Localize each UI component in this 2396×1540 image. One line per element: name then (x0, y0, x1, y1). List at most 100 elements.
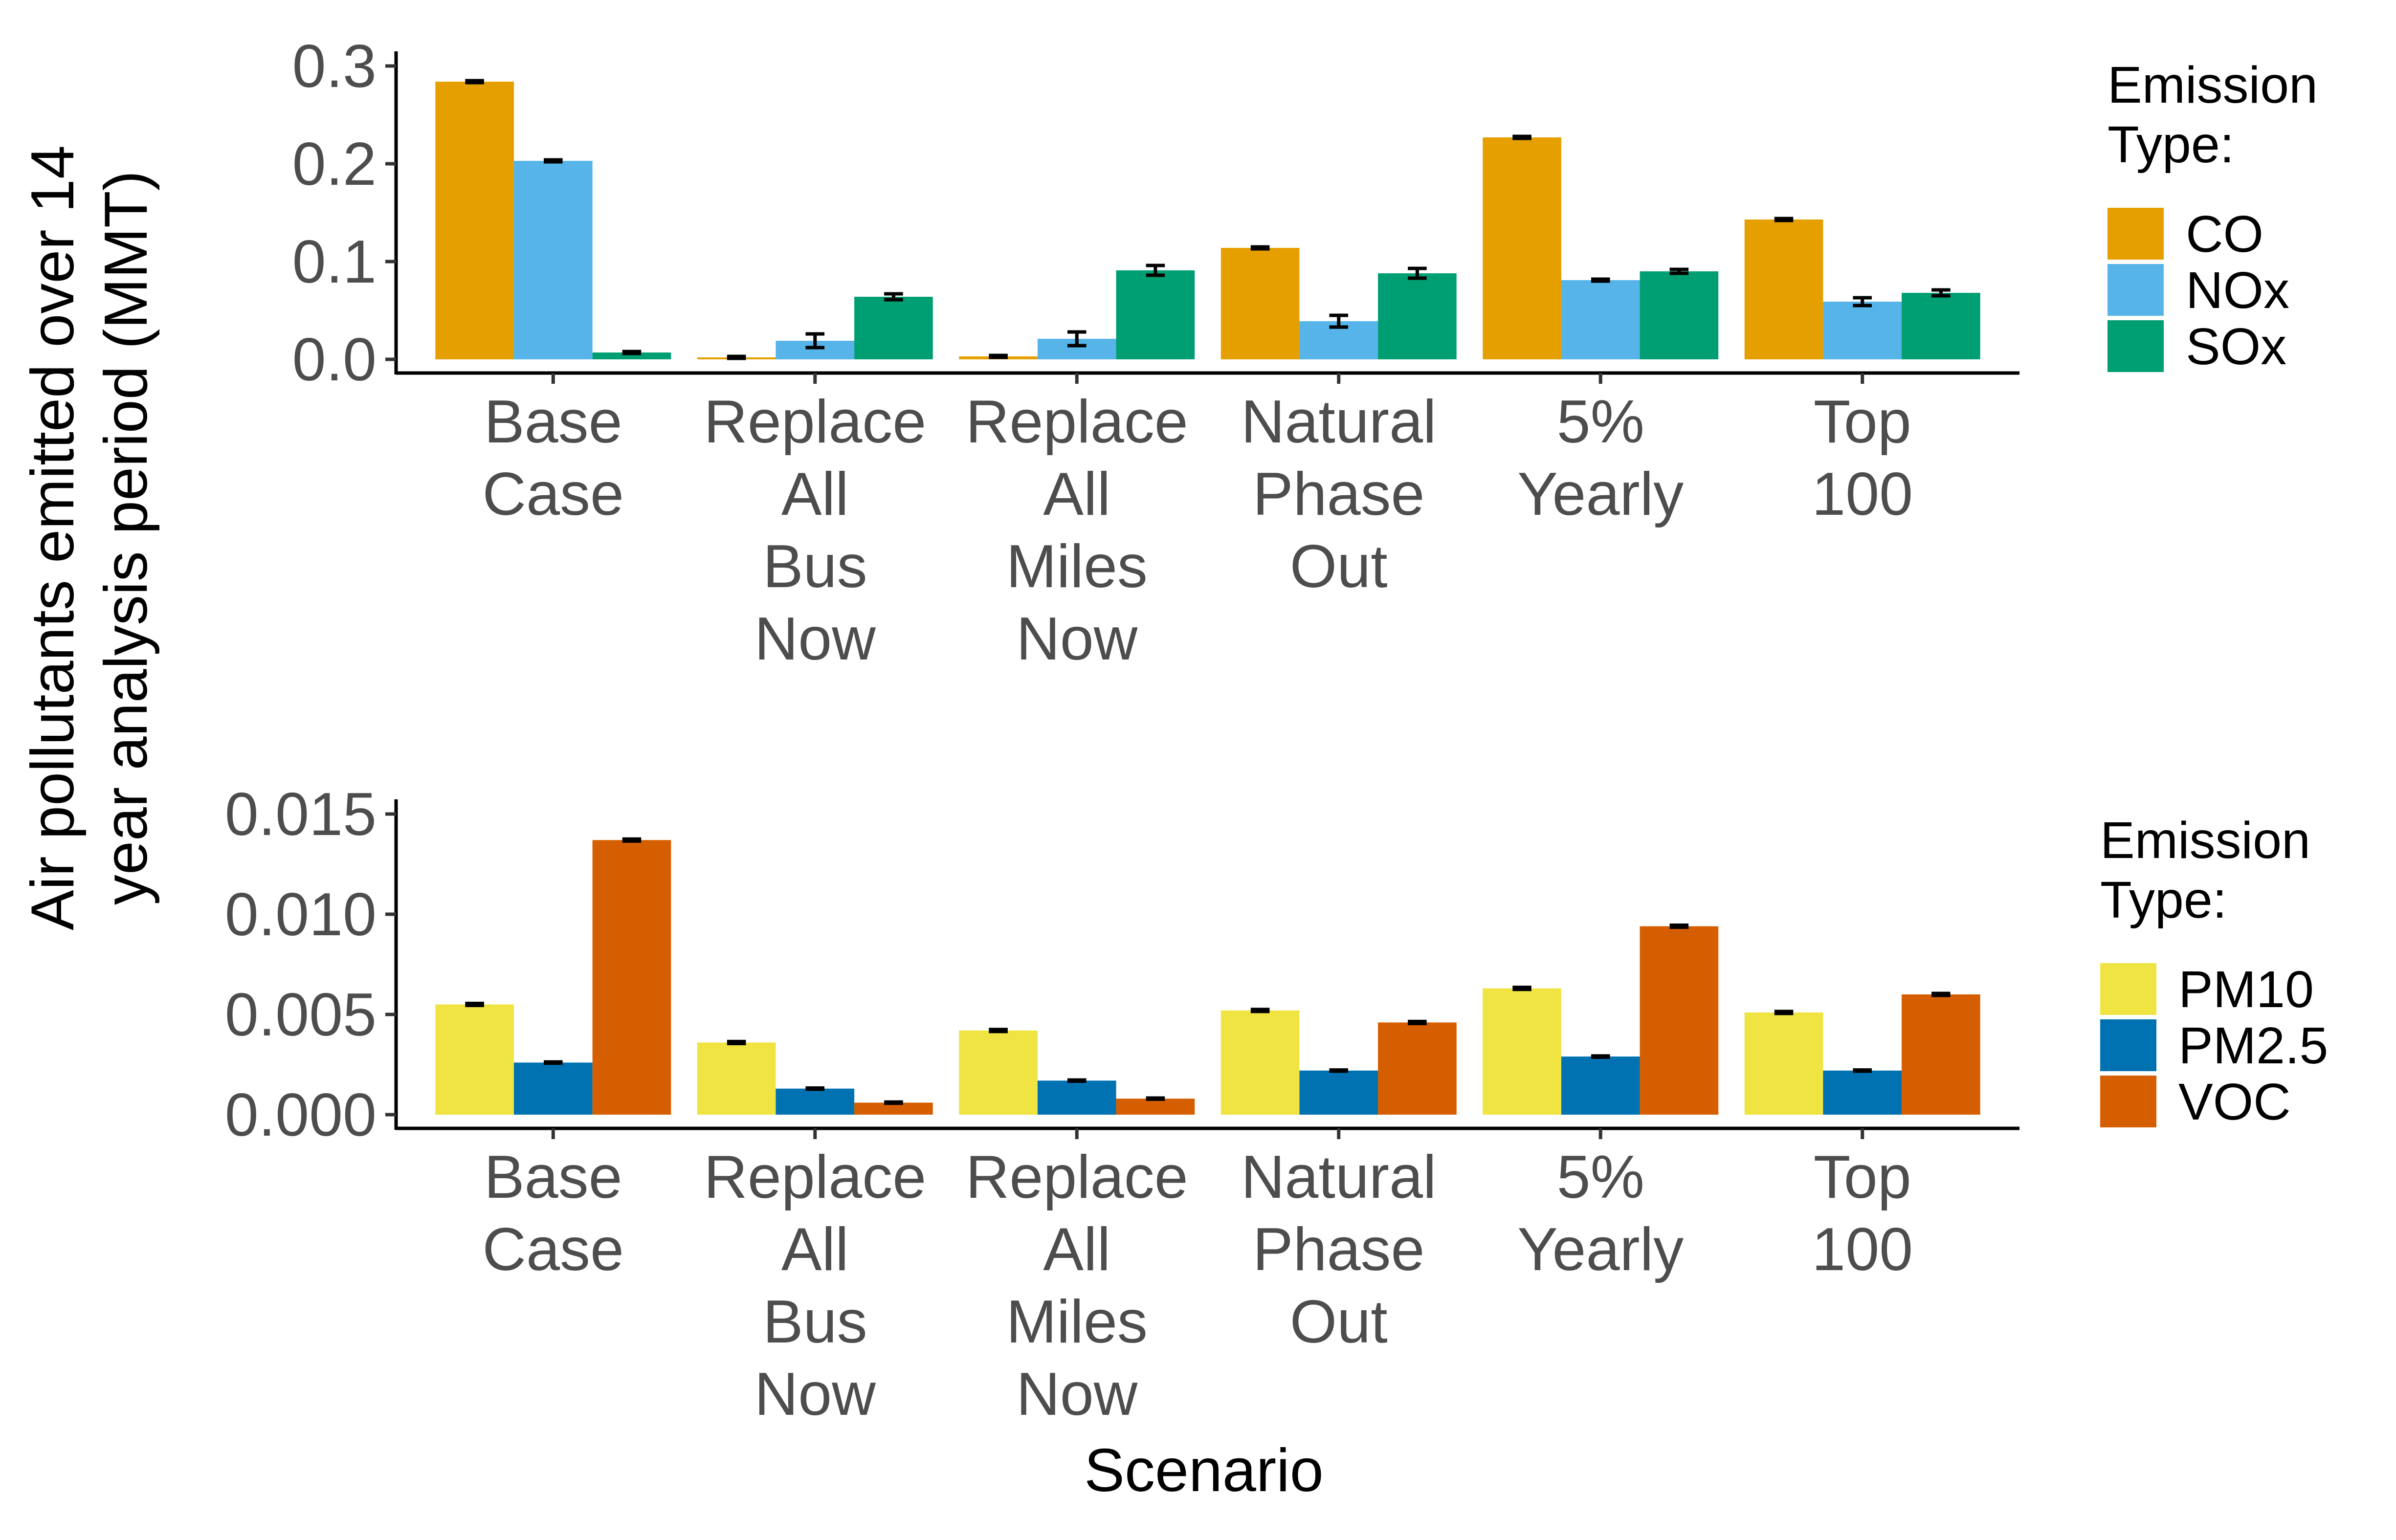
bar-nox-top-100 (1823, 302, 1902, 359)
error-bar-sox-natural-phase-out (1408, 266, 1427, 280)
legend-title: Emission (2100, 812, 2310, 869)
legend-swatch-pm10 (2100, 963, 2156, 1015)
error-bar-co-5-yearly (1512, 134, 1531, 140)
bar-sox-top-100 (1902, 293, 1980, 359)
error-bar-pm2-5-natural-phase-out (1329, 1068, 1349, 1073)
legend-swatch-nox (2108, 264, 2164, 316)
legend-swatch-co (2108, 208, 2164, 260)
error-bar-pm2-5-base-case (544, 1060, 563, 1065)
y-tick-label: 0.010 (225, 881, 377, 948)
error-bar-nox-replace-all-miles-now (1067, 330, 1087, 348)
x-tick-label-replace-all-miles-now: Replace All Miles Now (966, 1144, 1188, 1428)
error-bar-co-top-100 (1774, 217, 1794, 222)
error-bar-co-natural-phase-out (1250, 245, 1270, 251)
x-tick-label-top-100: Top 100 (1812, 388, 1913, 528)
bar-voc-5-yearly (1640, 926, 1719, 1115)
error-bar-sox-replace-all-bus-now (884, 292, 903, 302)
y-tick-label: 0.0 (292, 326, 377, 394)
error-bar-co-base-case (465, 79, 484, 85)
bar-pm10-replace-all-miles-now (959, 1030, 1038, 1115)
error-bar-pm10-replace-all-miles-now (989, 1028, 1008, 1034)
bar-pm10-base-case (435, 1004, 514, 1115)
bar-sox-base-case (592, 352, 671, 359)
bar-co-base-case (435, 82, 514, 359)
legend-swatch-pm2-5 (2100, 1019, 2156, 1071)
x-tick-label-base-case: Base Case (483, 1144, 624, 1283)
y-tick-label: 0.005 (225, 981, 377, 1049)
bar-pm2-5-natural-phase-out (1299, 1070, 1378, 1115)
bar-pm2-5-replace-all-miles-now (1037, 1080, 1116, 1115)
bar-sox-replace-all-bus-now (854, 297, 933, 359)
x-tick-label-replace-all-miles-now: Replace All Miles Now (966, 388, 1188, 673)
legend-label-nox: NOx (2186, 262, 2289, 319)
top-panel: 0.0 0.1 0.2 0.3 Base Case Replace All Bus NowRepl… (292, 33, 2318, 673)
bar-pm10-5-yearly (1483, 988, 1561, 1115)
bar-co-natural-phase-out (1220, 248, 1300, 359)
legend-title: Type: (2108, 116, 2234, 174)
legend-swatch-sox (2108, 320, 2164, 372)
x-tick-label-natural-phase-out: Natural Phase Out (1241, 388, 1437, 600)
legend-title: Emission (2108, 56, 2318, 114)
bar-nox-5-yearly (1561, 280, 1640, 359)
error-bar-nox-base-case (544, 158, 563, 164)
legend-label-pm2-5: PM2.5 (2178, 1017, 2328, 1075)
bar-voc-top-100 (1902, 994, 1980, 1115)
bar-pm2-5-replace-all-bus-now (776, 1088, 855, 1115)
bar-pm2-5-base-case (513, 1062, 593, 1115)
x-tick-label-base-case: Base Case (483, 388, 624, 528)
error-bar-sox-replace-all-miles-now (1146, 264, 1165, 277)
y-tick-label: 0.000 (225, 1081, 377, 1149)
y-tick-label: 0.015 (225, 781, 377, 848)
error-bar-sox-top-100 (1931, 288, 1951, 298)
error-bar-voc-top-100 (1931, 991, 1951, 997)
error-bar-pm10-natural-phase-out (1250, 1008, 1270, 1013)
legend-title: Type: (2100, 871, 2227, 929)
bar-voc-replace-all-miles-now (1116, 1099, 1195, 1115)
error-bar-voc-base-case (622, 837, 642, 843)
error-bar-pm10-top-100 (1774, 1010, 1794, 1015)
bar-co-top-100 (1744, 220, 1823, 359)
error-bar-voc-5-yearly (1669, 924, 1689, 929)
bar-co-5-yearly (1483, 137, 1561, 359)
legend-label-pm10: PM10 (2178, 961, 2314, 1018)
bar-voc-base-case (592, 840, 671, 1115)
x-tick-label-5-yearly: 5% Yearly (1517, 388, 1684, 528)
error-bar-pm2-5-5-yearly (1591, 1054, 1610, 1059)
legend-label-co: CO (2186, 205, 2263, 263)
x-tick-label-5-yearly: 5% Yearly (1517, 1144, 1684, 1283)
error-bar-pm10-replace-all-bus-now (727, 1039, 746, 1045)
y-axis-title-line-1: Air pollutants emitted over 14 (19, 145, 87, 930)
x-tick-label-top-100: Top 100 (1812, 1144, 1913, 1283)
error-bar-voc-natural-phase-out (1408, 1019, 1427, 1025)
bar-sox-replace-all-miles-now (1116, 270, 1195, 359)
x-axis-title: Scenario (1084, 1437, 1323, 1504)
error-bar-voc-replace-all-miles-now (1146, 1096, 1165, 1101)
error-bar-nox-natural-phase-out (1329, 313, 1349, 329)
bar-voc-natural-phase-out (1378, 1022, 1457, 1115)
legend-swatch-voc (2100, 1076, 2156, 1127)
error-bar-voc-replace-all-bus-now (884, 1100, 903, 1105)
error-bar-sox-base-case (622, 350, 642, 355)
legend-label-sox: SOx (2186, 318, 2286, 375)
bar-pm10-top-100 (1744, 1012, 1823, 1115)
bar-pm2-5-5-yearly (1561, 1056, 1640, 1115)
error-bar-pm2-5-replace-all-miles-now (1067, 1078, 1087, 1083)
error-bar-nox-top-100 (1853, 296, 1872, 308)
y-tick-label: 0.1 (292, 228, 377, 296)
bar-pm2-5-top-100 (1823, 1070, 1902, 1115)
bar-pm10-replace-all-bus-now (697, 1042, 776, 1115)
y-axis-title: Air pollutants emitted over 14 year anal… (19, 145, 160, 930)
bar-nox-base-case (513, 161, 593, 359)
y-tick-label: 0.2 (292, 131, 377, 198)
error-bar-pm2-5-top-100 (1853, 1068, 1872, 1073)
error-bar-sox-5-yearly (1669, 267, 1689, 275)
error-bar-pm10-base-case (465, 1001, 484, 1008)
y-axis-title-line-2: year analysis period (MMT) (92, 171, 160, 905)
error-bar-nox-replace-all-bus-now (805, 332, 825, 350)
error-bar-co-replace-all-bus-now (727, 354, 746, 360)
x-tick-label-replace-all-bus-now: Replace All Bus Now (704, 1144, 926, 1428)
error-bar-pm2-5-replace-all-bus-now (805, 1086, 825, 1091)
